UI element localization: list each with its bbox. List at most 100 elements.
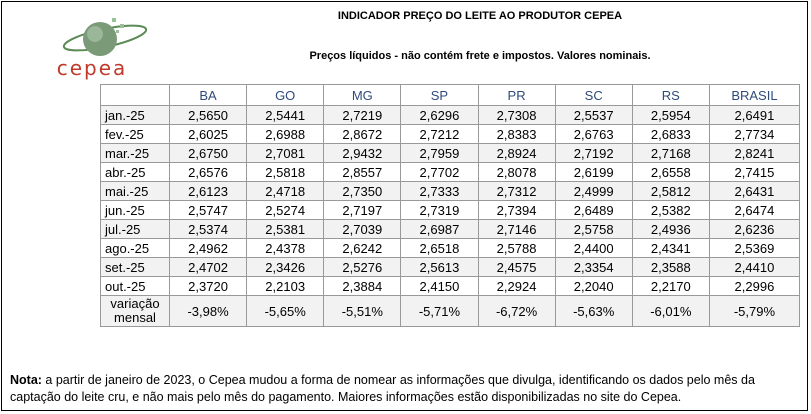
cell: 2,5374 (168, 219, 248, 239)
column-header: BRASIL (708, 84, 801, 106)
note-label: Nota: (10, 373, 42, 387)
cell: 2,4936 (631, 219, 710, 239)
cell: 2,5274 (246, 200, 325, 220)
logo-dot (116, 30, 119, 33)
logo-text: cepea (57, 56, 128, 80)
logo-dot (120, 24, 124, 28)
cell: 2,6474 (708, 200, 801, 220)
cell: 2,6833 (631, 124, 710, 144)
cell: 2,7192 (554, 143, 633, 163)
cell: 2,7081 (246, 143, 325, 163)
table-row: jan.-25 2,5650 2,5441 2,7219 2,6296 2,7308 2,5… (100, 105, 801, 125)
cell: 2,6199 (554, 162, 633, 182)
table-row: ago.-25 2,4962 2,4378 2,6242 2,6518 2,5788 2,4… (100, 238, 801, 258)
table-row: abr.-25 2,6576 2,5818 2,8557 2,7702 2,8078 2,6… (100, 162, 801, 182)
cell: 2,6025 (168, 124, 248, 144)
cell: 2,7039 (323, 219, 402, 239)
column-header: GO (246, 84, 325, 106)
cell: 2,9432 (323, 143, 402, 163)
row-label: out.-25 (100, 276, 170, 296)
row-label: mar.-25 (100, 143, 170, 163)
cell: 2,5276 (323, 257, 402, 277)
cell: 2,5650 (168, 105, 248, 125)
table-row: jul.-25 2,5374 2,5381 2,7039 2,6987 2,7146 2,5… (100, 219, 801, 239)
cell: 2,6296 (400, 105, 479, 125)
row-label: jun.-25 (100, 200, 170, 220)
cell: 2,4999 (554, 181, 633, 201)
cell: 2,2996 (708, 276, 801, 296)
cell: 2,8557 (323, 162, 402, 182)
cell: 2,8241 (708, 143, 801, 163)
cell: 2,4378 (246, 238, 325, 258)
note: Nota: a partir de janeiro de 2023, o Cep… (10, 372, 780, 406)
cell: 2,6489 (554, 200, 633, 220)
cell: 2,7168 (631, 143, 710, 163)
cell: 2,7415 (708, 162, 801, 182)
cell: 2,8924 (477, 143, 556, 163)
subtitle: Preços líquidos - não contém frete e imp… (309, 50, 651, 62)
cell: 2,8078 (477, 162, 556, 182)
cell: 2,2040 (554, 276, 633, 296)
column-header: SP (400, 84, 479, 106)
cell: 2,3354 (554, 257, 633, 277)
cell: 2,2103 (246, 276, 325, 296)
table-row: set.-25 2,4702 2,3426 2,5276 2,5613 2,4575 2,3… (100, 257, 801, 277)
cell: 2,6558 (631, 162, 710, 182)
column-header: MG (323, 84, 402, 106)
row-label: ago.-25 (100, 238, 170, 258)
cell: 2,7308 (477, 105, 556, 125)
logo-dot (112, 18, 116, 22)
table-body: jan.-25 2,5650 2,5441 2,7219 2,6296 2,7308 2,5… (100, 105, 801, 327)
note-text: a partir de janeiro de 2023, o Cepea mud… (10, 373, 755, 404)
column-header: SC (554, 84, 633, 106)
cell: -5,79% (708, 295, 801, 327)
cell: -5,51% (323, 295, 402, 327)
logo-highlight (87, 26, 103, 42)
cell: 2,6242 (323, 238, 402, 258)
cell: 2,7312 (477, 181, 556, 201)
cell: 2,7734 (708, 124, 801, 144)
cell: 2,4962 (168, 238, 248, 258)
row-label: jul.-25 (100, 219, 170, 239)
cell: 2,5788 (477, 238, 556, 258)
cell: 2,5382 (631, 200, 710, 220)
cell: 2,6987 (400, 219, 479, 239)
table-row: variação mensal -3,98% -5,65% -5,51% -5,71% -… (100, 295, 801, 327)
cell: -3,98% (168, 295, 248, 327)
table-row: jun.-25 2,5747 2,5274 2,7197 2,7319 2,7394 2,6… (100, 200, 801, 220)
table-row: out.-25 2,3720 2,2103 2,3884 2,4150 2,2924 2,2… (100, 276, 801, 296)
row-label: set.-25 (100, 257, 170, 277)
cell: 2,7394 (477, 200, 556, 220)
cell: 2,4718 (246, 181, 325, 201)
cell: 2,5954 (631, 105, 710, 125)
cell: -6,01% (631, 295, 710, 327)
cell: 2,5758 (554, 219, 633, 239)
cell: 2,6763 (554, 124, 633, 144)
cell: 2,5747 (168, 200, 248, 220)
cell: 2,6491 (708, 105, 801, 125)
row-label: fev.-25 (100, 124, 170, 144)
cell: 2,7959 (400, 143, 479, 163)
logo: cepea (57, 18, 148, 80)
cell: 2,5369 (708, 238, 801, 258)
column-header: BA (168, 84, 248, 106)
cell: 2,6576 (168, 162, 248, 182)
cell: 2,6988 (246, 124, 325, 144)
cell: 2,4341 (631, 238, 710, 258)
cell: 2,2170 (631, 276, 710, 296)
cell: 2,6518 (400, 238, 479, 258)
column-header: PR (477, 84, 556, 106)
table-row: mar.-25 2,6750 2,7081 2,9432 2,7959 2,8924 2,7… (100, 143, 801, 163)
cell: 2,7333 (400, 181, 479, 201)
header-row: BA GO MG SP PR SC RS BRASIL (100, 84, 801, 106)
cell: 2,5537 (554, 105, 633, 125)
cell: 2,3426 (246, 257, 325, 277)
cell: 2,5812 (631, 181, 710, 201)
cell: 2,7219 (323, 105, 402, 125)
row-label: variação mensal (100, 295, 170, 327)
cell: 2,5441 (246, 105, 325, 125)
cell: 2,5613 (400, 257, 479, 277)
cell: 2,4400 (554, 238, 633, 258)
price-table: BA GO MG SP PR SC RS BRASIL jan.-25 2,5650 2,5441… (100, 84, 801, 327)
